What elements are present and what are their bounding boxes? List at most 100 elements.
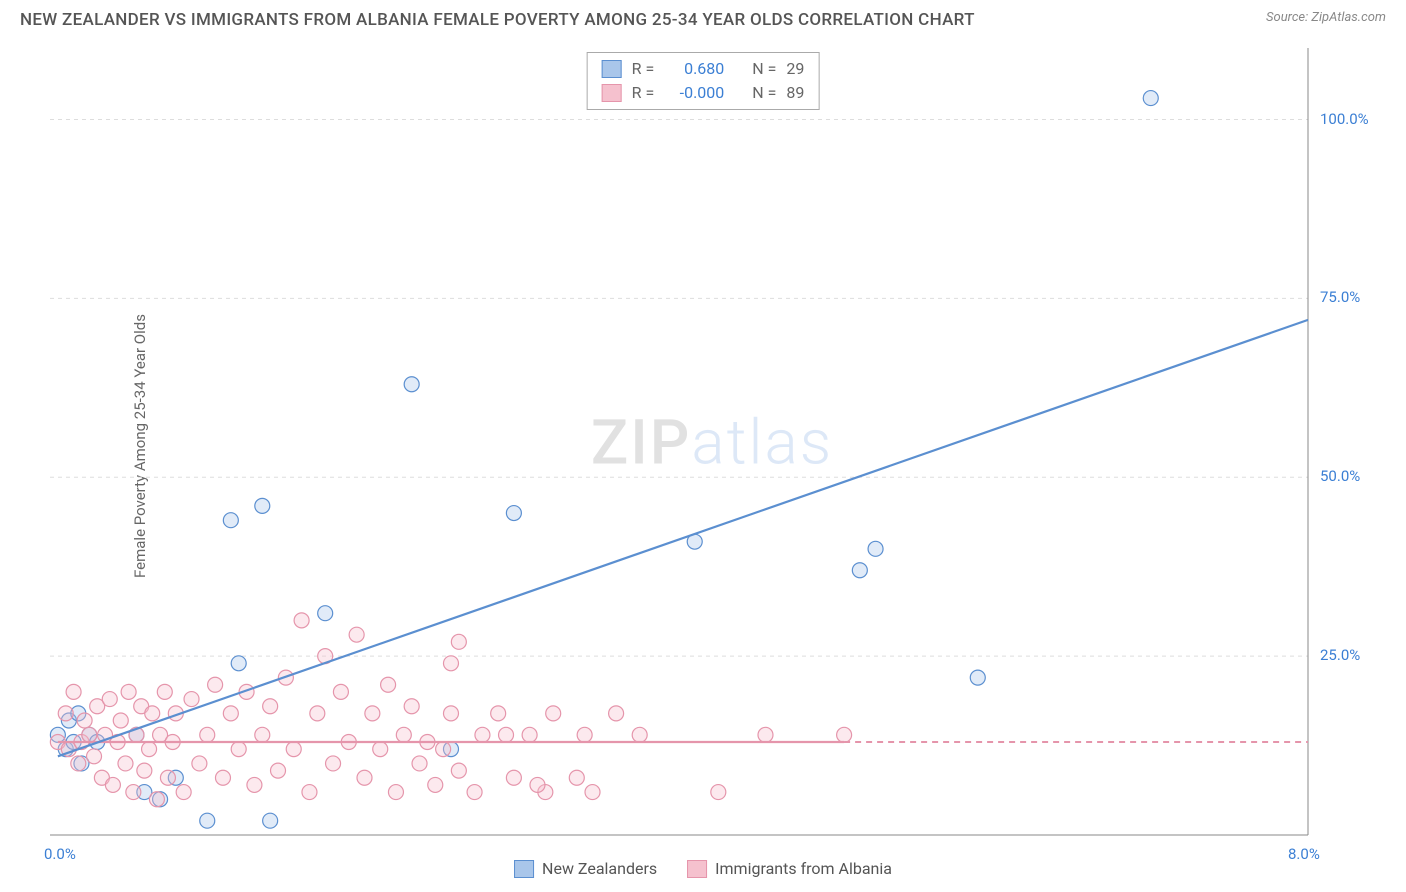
scatter-chart-svg — [48, 48, 1376, 837]
al-point — [200, 727, 215, 742]
al-point — [569, 770, 584, 785]
al-point — [837, 727, 852, 742]
al-point — [145, 706, 160, 721]
al-point — [443, 656, 458, 671]
y-tick-label: 25.0% — [1320, 646, 1360, 664]
al-point — [711, 785, 726, 800]
al-point — [66, 684, 81, 699]
al-point — [530, 777, 545, 792]
al-point — [137, 763, 152, 778]
r-label: R = — [632, 81, 655, 105]
al-legend-label: Immigrants from Albania — [715, 859, 892, 878]
nz-point — [200, 813, 215, 828]
al-point — [388, 785, 403, 800]
al-swatch-icon — [687, 860, 707, 878]
al-point — [102, 692, 117, 707]
al-point — [333, 684, 348, 699]
nz-point — [970, 670, 985, 685]
al-point — [121, 684, 136, 699]
nz-point — [263, 813, 278, 828]
y-tick-label: 50.0% — [1320, 467, 1360, 485]
al-point — [577, 727, 592, 742]
al-point — [365, 706, 380, 721]
al-point — [184, 692, 199, 707]
al-point — [522, 727, 537, 742]
al-point — [349, 627, 364, 642]
al-point — [396, 727, 411, 742]
nz-point — [255, 498, 270, 513]
al-point — [499, 727, 514, 742]
al-point — [506, 770, 521, 785]
al-point — [491, 706, 506, 721]
al-n-value: 89 — [786, 81, 804, 105]
al-point — [546, 706, 561, 721]
al-point — [118, 756, 133, 771]
al-point — [247, 777, 262, 792]
al-point — [373, 742, 388, 757]
al-point — [255, 727, 270, 742]
al-swatch — [602, 84, 622, 102]
legend-item-al: Immigrants from Albania — [687, 859, 892, 878]
al-point — [310, 706, 325, 721]
al-point — [160, 770, 175, 785]
al-point — [758, 727, 773, 742]
n-label: N = — [752, 57, 776, 81]
al-point — [71, 756, 86, 771]
nz-swatch-icon — [514, 860, 534, 878]
al-point — [475, 727, 490, 742]
al-point — [286, 742, 301, 757]
al-point — [113, 713, 128, 728]
legend-stats-row-al: R = -0.000 N = 89 — [602, 81, 805, 105]
al-point — [302, 785, 317, 800]
al-point — [82, 727, 97, 742]
al-point — [231, 742, 246, 757]
source-attribution: Source: ZipAtlas.com — [1266, 10, 1386, 25]
al-point — [428, 777, 443, 792]
y-tick-label: 100.0% — [1320, 110, 1369, 128]
x-tick-label: 0.0% — [44, 845, 76, 863]
y-tick-label: 75.0% — [1320, 288, 1360, 306]
n-label: N = — [752, 81, 776, 105]
al-point — [585, 785, 600, 800]
al-point — [451, 634, 466, 649]
nz-point — [852, 563, 867, 578]
nz-point — [231, 656, 246, 671]
al-point — [271, 763, 286, 778]
al-point — [451, 763, 466, 778]
al-point — [632, 727, 647, 742]
al-point — [467, 785, 482, 800]
al-point — [176, 785, 191, 800]
nz-legend-label: New Zealanders — [542, 859, 657, 878]
legend-stats-row-nz: R = 0.680 N = 29 — [602, 57, 805, 81]
al-point — [126, 785, 141, 800]
al-point — [326, 756, 341, 771]
r-label: R = — [632, 57, 655, 81]
nz-point — [318, 606, 333, 621]
al-point — [294, 613, 309, 628]
al-point — [609, 706, 624, 721]
al-point — [436, 742, 451, 757]
nz-point — [868, 541, 883, 556]
nz-point — [223, 513, 238, 528]
al-point — [357, 770, 372, 785]
al-point — [404, 699, 419, 714]
al-point — [87, 749, 102, 764]
nz-r-value: 0.680 — [664, 57, 724, 81]
x-tick-label: 8.0% — [1288, 845, 1320, 863]
al-point — [443, 706, 458, 721]
nz-point — [506, 506, 521, 521]
nz-trendline — [58, 320, 1308, 756]
al-r-value: -0.000 — [664, 81, 724, 105]
al-point — [149, 792, 164, 807]
nz-point — [404, 377, 419, 392]
nz-n-value: 29 — [786, 57, 804, 81]
al-point — [223, 706, 238, 721]
chart-plot-area: ZIPatlas 25.0%50.0%75.0%100.0%0.0%8.0% — [48, 48, 1376, 837]
chart-title: NEW ZEALANDER VS IMMIGRANTS FROM ALBANIA… — [20, 10, 975, 30]
nz-point — [1143, 91, 1158, 106]
correlation-legend: R = 0.680 N = 29 R = -0.000 N = 89 — [587, 52, 820, 110]
al-point — [192, 756, 207, 771]
nz-swatch — [602, 60, 622, 78]
al-point — [208, 677, 223, 692]
legend-item-nz: New Zealanders — [514, 859, 657, 878]
